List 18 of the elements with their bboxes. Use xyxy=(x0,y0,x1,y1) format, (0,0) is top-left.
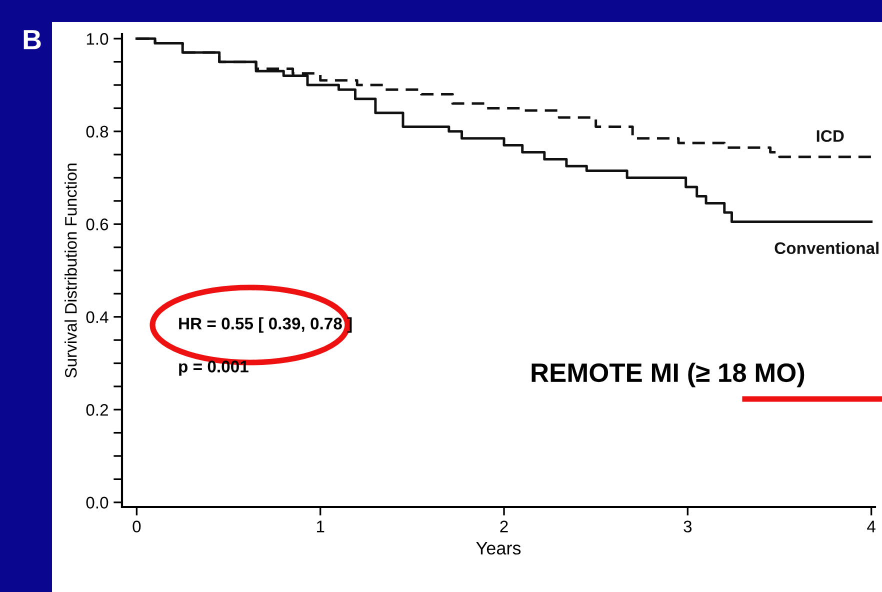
series-label: ICD xyxy=(816,130,844,142)
x-tick-label: 2 xyxy=(500,520,508,532)
y-tick-label: 0.4 xyxy=(86,311,108,324)
annotation: REMOTE MI (≥ 18 MO) xyxy=(532,362,804,388)
y-tick-label: 0.2 xyxy=(86,404,108,416)
text: B xyxy=(24,30,41,50)
y-tick-label: 0.0 xyxy=(86,496,108,509)
x-tick-label: 4 xyxy=(867,520,876,532)
y-tick-label: 0.6 xyxy=(86,218,108,230)
x-tick-label: 1 xyxy=(316,520,324,532)
series-label: Conventional xyxy=(774,242,878,254)
x-tick-label: 3 xyxy=(684,520,692,532)
annotation: p = 0.001 xyxy=(179,360,248,376)
x-axis-title: Years xyxy=(476,542,521,555)
y-tick-label: 1.0 xyxy=(86,33,108,45)
y-tick-label: 0.8 xyxy=(86,126,108,138)
x-tick-label: 0 xyxy=(132,520,141,532)
y-axis-title: Survival Distribution Function xyxy=(64,164,77,378)
